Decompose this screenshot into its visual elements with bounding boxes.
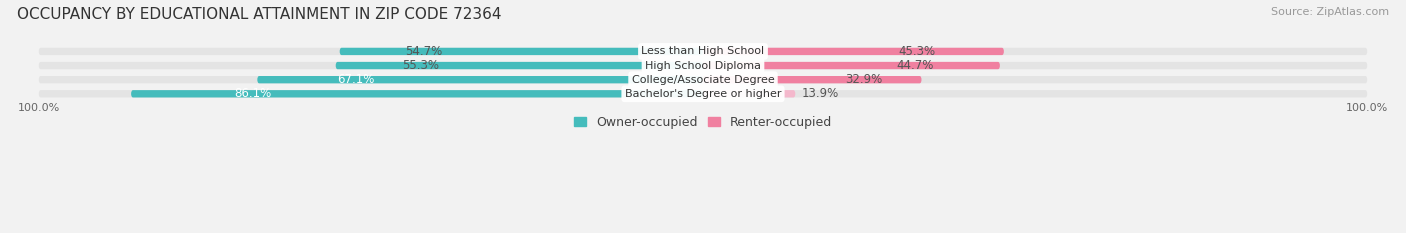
- FancyBboxPatch shape: [257, 76, 703, 83]
- Text: 13.9%: 13.9%: [801, 87, 839, 100]
- FancyBboxPatch shape: [39, 76, 1367, 83]
- FancyBboxPatch shape: [39, 90, 1367, 97]
- Text: 100.0%: 100.0%: [1346, 103, 1388, 113]
- FancyBboxPatch shape: [703, 90, 796, 97]
- FancyBboxPatch shape: [703, 62, 1000, 69]
- FancyBboxPatch shape: [336, 62, 703, 69]
- Text: 32.9%: 32.9%: [845, 73, 883, 86]
- FancyBboxPatch shape: [340, 48, 703, 55]
- Text: 54.7%: 54.7%: [405, 45, 443, 58]
- Text: OCCUPANCY BY EDUCATIONAL ATTAINMENT IN ZIP CODE 72364: OCCUPANCY BY EDUCATIONAL ATTAINMENT IN Z…: [17, 7, 502, 22]
- Text: High School Diploma: High School Diploma: [645, 61, 761, 71]
- FancyBboxPatch shape: [131, 90, 703, 97]
- FancyBboxPatch shape: [39, 48, 1367, 55]
- Text: Less than High School: Less than High School: [641, 46, 765, 56]
- Text: 45.3%: 45.3%: [898, 45, 936, 58]
- FancyBboxPatch shape: [703, 76, 921, 83]
- Text: 44.7%: 44.7%: [896, 59, 934, 72]
- Text: Bachelor's Degree or higher: Bachelor's Degree or higher: [624, 89, 782, 99]
- Text: College/Associate Degree: College/Associate Degree: [631, 75, 775, 85]
- Legend: Owner-occupied, Renter-occupied: Owner-occupied, Renter-occupied: [574, 116, 832, 129]
- Text: 55.3%: 55.3%: [402, 59, 439, 72]
- FancyBboxPatch shape: [703, 48, 1004, 55]
- Text: 100.0%: 100.0%: [18, 103, 60, 113]
- Text: Source: ZipAtlas.com: Source: ZipAtlas.com: [1271, 7, 1389, 17]
- FancyBboxPatch shape: [39, 62, 1367, 69]
- Text: 67.1%: 67.1%: [337, 73, 375, 86]
- Text: 86.1%: 86.1%: [233, 87, 271, 100]
